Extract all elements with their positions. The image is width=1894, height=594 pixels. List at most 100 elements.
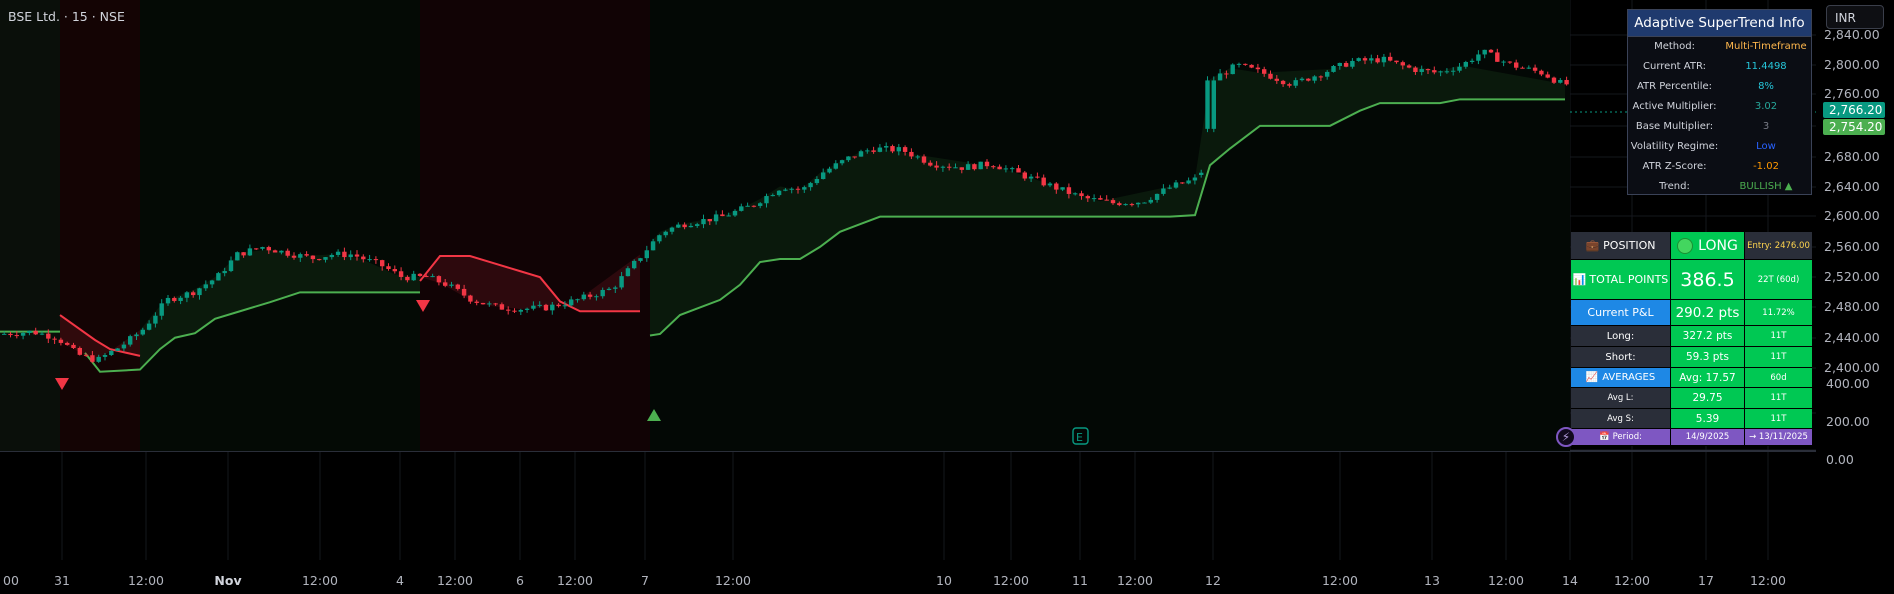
candle-body	[707, 219, 712, 222]
candle-body	[1079, 193, 1084, 197]
info-row-value: 3	[1762, 121, 1770, 132]
candle-body	[940, 166, 946, 168]
candle-body	[424, 275, 429, 277]
candle-body	[1085, 196, 1090, 199]
price-tick: 2,640.00	[1824, 179, 1880, 194]
candle-body	[1432, 70, 1437, 73]
position-value: LONG	[1698, 237, 1738, 254]
candle-body	[1375, 58, 1380, 63]
candle-body	[27, 330, 32, 333]
info-row-value: Low	[1756, 141, 1776, 152]
candle-body	[770, 195, 775, 197]
earnings-icon	[1072, 427, 1089, 445]
symbol-title[interactable]: BSE Ltd. · 15 · NSE	[8, 9, 125, 24]
candle-body	[96, 356, 101, 362]
candle-body	[1129, 204, 1135, 206]
candle-body	[474, 301, 479, 303]
lightning-icon[interactable]: ⚡	[1556, 427, 1576, 447]
candle-body	[852, 156, 857, 158]
info-row: ATR Percentile: 8%	[1628, 77, 1811, 97]
candle-body	[430, 276, 435, 278]
candle-body	[1507, 61, 1513, 63]
avg-short-trades: 11T	[1745, 409, 1812, 428]
candle-body	[877, 147, 883, 152]
price-tick: 2,560.00	[1824, 239, 1880, 254]
candle-body	[1016, 168, 1021, 173]
long-value: 327.2 pts	[1671, 326, 1745, 346]
candle-body	[1192, 177, 1198, 181]
candle-body	[575, 299, 580, 301]
candle-body	[1413, 67, 1418, 72]
candle-body	[1293, 80, 1298, 86]
price-tick: 2,480.00	[1824, 299, 1880, 314]
candle-body	[739, 206, 744, 211]
price-tick: 2,520.00	[1824, 269, 1880, 284]
short-label: Short:	[1571, 347, 1671, 367]
candle-body	[90, 355, 95, 362]
candle-body	[310, 255, 316, 260]
candle-body	[354, 254, 360, 257]
supertrend-info-panel: Adaptive SuperTrend Info Method: Multi-Ti…	[1627, 9, 1812, 195]
candle-body	[745, 205, 750, 207]
candle-body	[606, 288, 612, 290]
candle-body	[367, 259, 372, 261]
sell-signal-marker	[55, 378, 69, 390]
period-label: Period:	[1612, 432, 1642, 442]
candle-body	[1514, 62, 1519, 68]
candle-body	[676, 224, 681, 228]
candle-body	[776, 190, 782, 196]
indicator-tick: 200.00	[1826, 414, 1870, 429]
candle-body	[386, 266, 391, 270]
candle-body	[751, 205, 757, 207]
candle-body	[1388, 56, 1393, 61]
candle-body	[537, 304, 542, 306]
candle-body	[1010, 168, 1015, 170]
indicator-tick: 400.00	[1826, 376, 1870, 391]
time-tick: 11	[1072, 573, 1088, 588]
price-tick: 2,840.00	[1824, 27, 1880, 42]
bull-fill	[650, 59, 1565, 336]
time-tick: 7	[641, 573, 649, 588]
candle-body	[1098, 198, 1103, 200]
supertrend-bull-line	[84, 291, 420, 373]
currency-button[interactable]: INR	[1826, 5, 1884, 29]
price-tick: 2,600.00	[1824, 208, 1880, 223]
candle-body	[556, 304, 561, 307]
candle-body	[361, 256, 366, 260]
time-tick: 12:00	[301, 573, 339, 588]
candle-body	[1331, 66, 1336, 72]
candle-body	[764, 196, 769, 204]
candle-body	[417, 273, 423, 276]
candle-body	[543, 304, 549, 311]
candle-body	[209, 280, 215, 285]
candle-body	[493, 303, 498, 305]
current-pnl-value: 290.2 pts	[1671, 300, 1745, 325]
trend-chart-icon: 📈	[1585, 372, 1599, 383]
candle-body	[569, 299, 574, 306]
candle-body	[865, 150, 870, 152]
candle-body	[1306, 78, 1311, 81]
candle-body	[1161, 188, 1166, 194]
bear-zone	[60, 0, 140, 451]
candle-body	[871, 150, 876, 152]
price-chart[interactable]: E	[0, 0, 1816, 594]
candle-body	[348, 254, 353, 258]
candle-body	[2, 333, 7, 335]
candle-body	[550, 304, 555, 311]
candle-body	[827, 168, 832, 173]
candle-body	[159, 303, 164, 316]
averages-value: Avg: 17.57	[1671, 368, 1745, 387]
candle-body	[1406, 65, 1412, 68]
candle-body	[436, 276, 442, 283]
time-tick: 12:00	[1613, 573, 1651, 588]
entry-price: Entry: 2476.00	[1745, 232, 1812, 259]
candle-body	[701, 219, 706, 225]
current-pnl-pct: 11.72%	[1745, 300, 1812, 325]
green-circle-icon	[1677, 237, 1694, 254]
avg-long-value: 29.75	[1671, 388, 1745, 408]
candle-body	[235, 252, 240, 261]
candle-body	[1488, 49, 1494, 53]
supertrend-bull-line	[649, 98, 1565, 337]
candle-body	[140, 329, 145, 335]
candle-body	[329, 254, 334, 258]
